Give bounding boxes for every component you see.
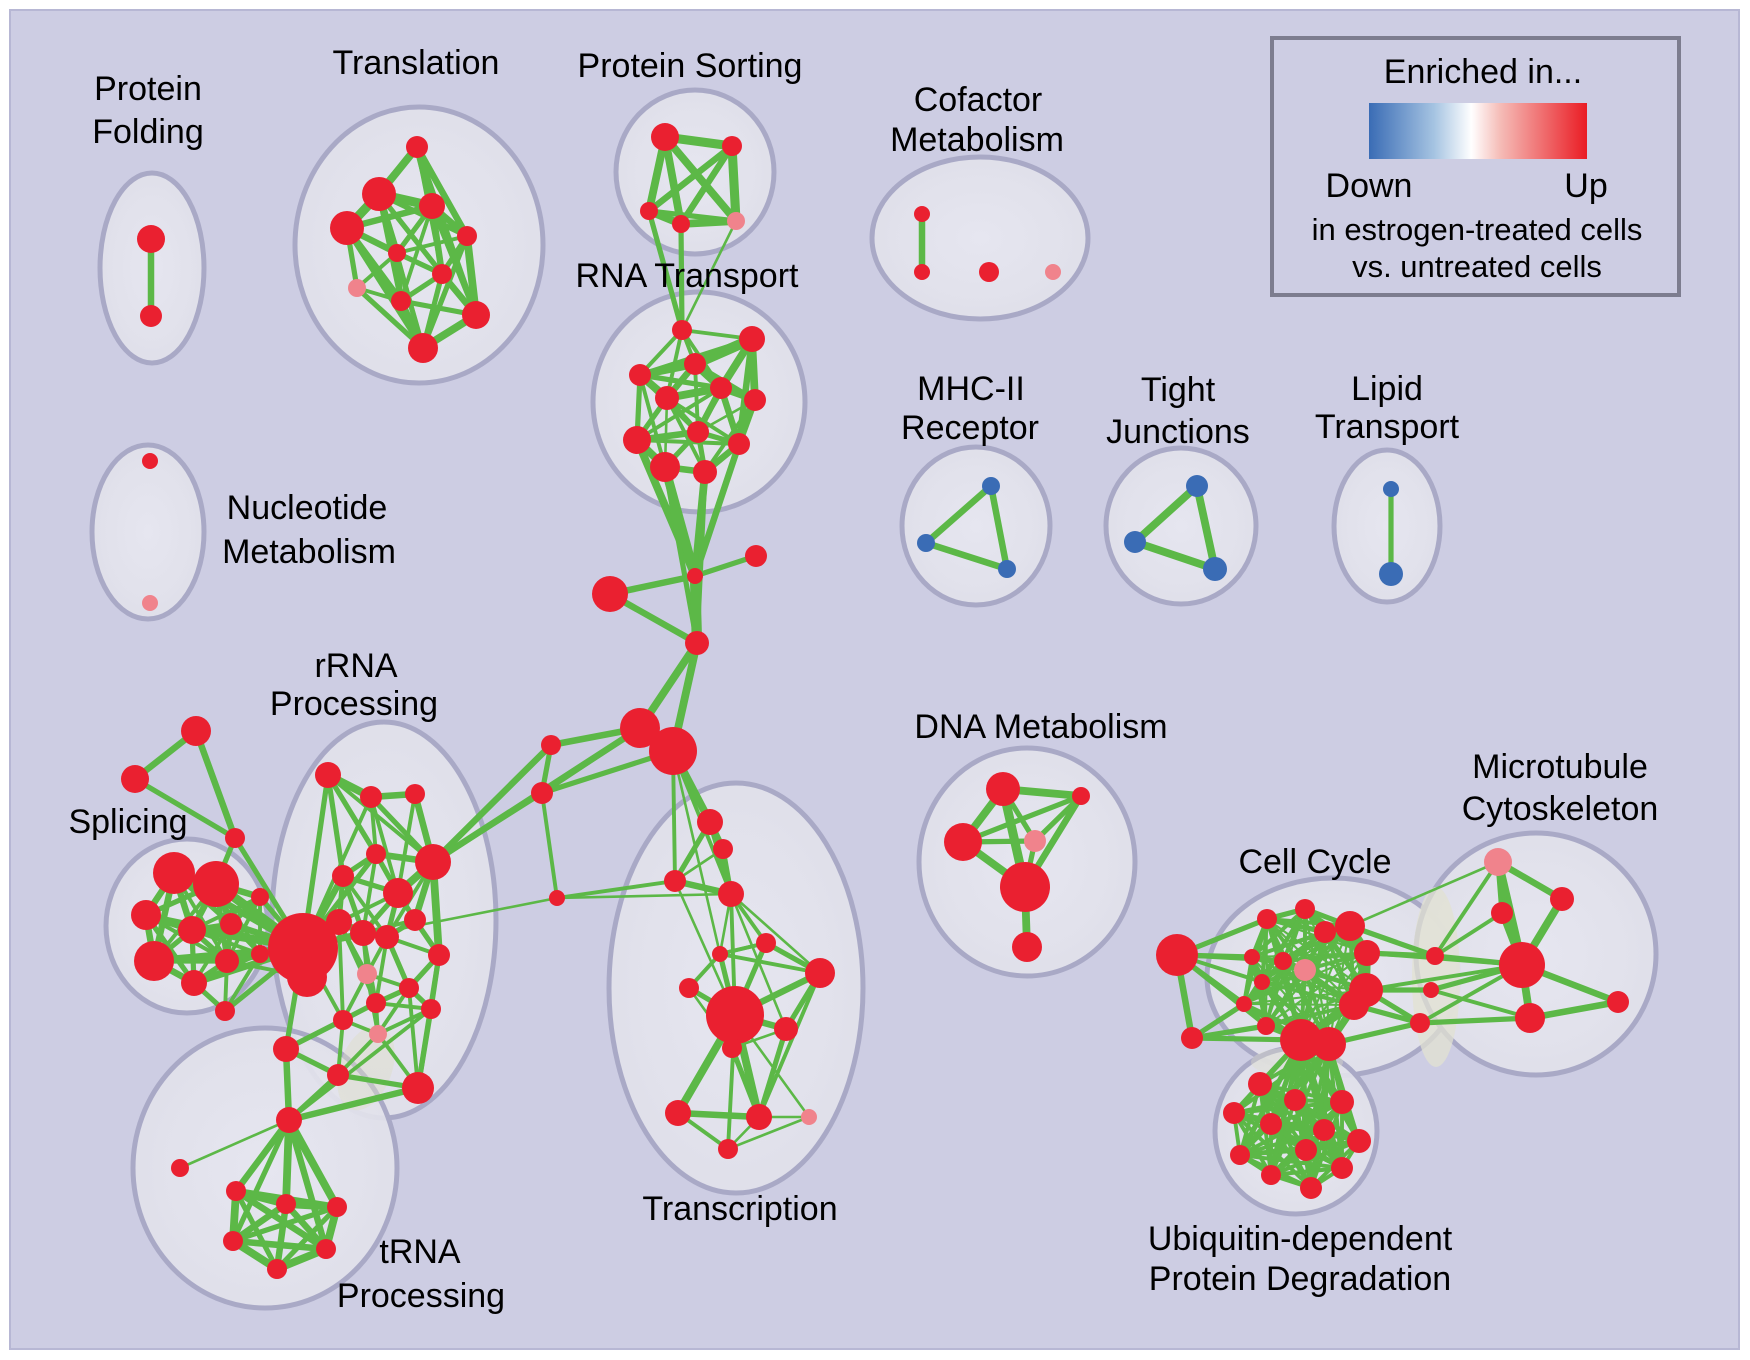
svg-text:rRNA: rRNA: [314, 647, 397, 685]
svg-text:Protein Sorting: Protein Sorting: [578, 47, 803, 85]
svg-text:in estrogen-treated cells: in estrogen-treated cells: [1312, 212, 1643, 247]
svg-text:RNA Transport: RNA Transport: [576, 257, 800, 295]
svg-text:MHC-II: MHC-II: [917, 370, 1025, 408]
svg-text:Metabolism: Metabolism: [890, 121, 1064, 159]
svg-text:Processing: Processing: [270, 685, 438, 723]
svg-text:Protein: Protein: [94, 70, 202, 108]
svg-text:DNA Metabolism: DNA Metabolism: [914, 708, 1167, 746]
svg-text:Ubiquitin-dependent: Ubiquitin-dependent: [1148, 1220, 1453, 1258]
svg-text:Cell Cycle: Cell Cycle: [1238, 843, 1391, 881]
svg-text:Tight: Tight: [1141, 371, 1216, 409]
svg-text:Receptor: Receptor: [901, 409, 1039, 447]
svg-text:Microtubule: Microtubule: [1472, 748, 1648, 786]
svg-text:Processing: Processing: [337, 1277, 505, 1315]
svg-text:Cytoskeleton: Cytoskeleton: [1462, 790, 1659, 828]
svg-text:Enriched in...: Enriched in...: [1384, 53, 1582, 91]
svg-text:tRNA: tRNA: [379, 1233, 461, 1271]
svg-text:Cofactor: Cofactor: [914, 81, 1043, 119]
svg-text:Junctions: Junctions: [1106, 413, 1250, 451]
svg-text:Transport: Transport: [1315, 408, 1460, 446]
svg-text:vs. untreated cells: vs. untreated cells: [1352, 249, 1602, 284]
svg-text:Nucleotide: Nucleotide: [227, 489, 388, 527]
svg-text:Transcription: Transcription: [642, 1190, 837, 1228]
svg-text:Up: Up: [1564, 167, 1607, 205]
svg-text:Metabolism: Metabolism: [222, 533, 396, 571]
svg-text:Folding: Folding: [92, 113, 204, 151]
svg-text:Protein Degradation: Protein Degradation: [1149, 1260, 1451, 1298]
svg-text:Translation: Translation: [333, 44, 500, 82]
svg-text:Lipid: Lipid: [1351, 370, 1423, 408]
svg-text:Down: Down: [1326, 167, 1413, 205]
svg-text:Splicing: Splicing: [68, 803, 187, 841]
